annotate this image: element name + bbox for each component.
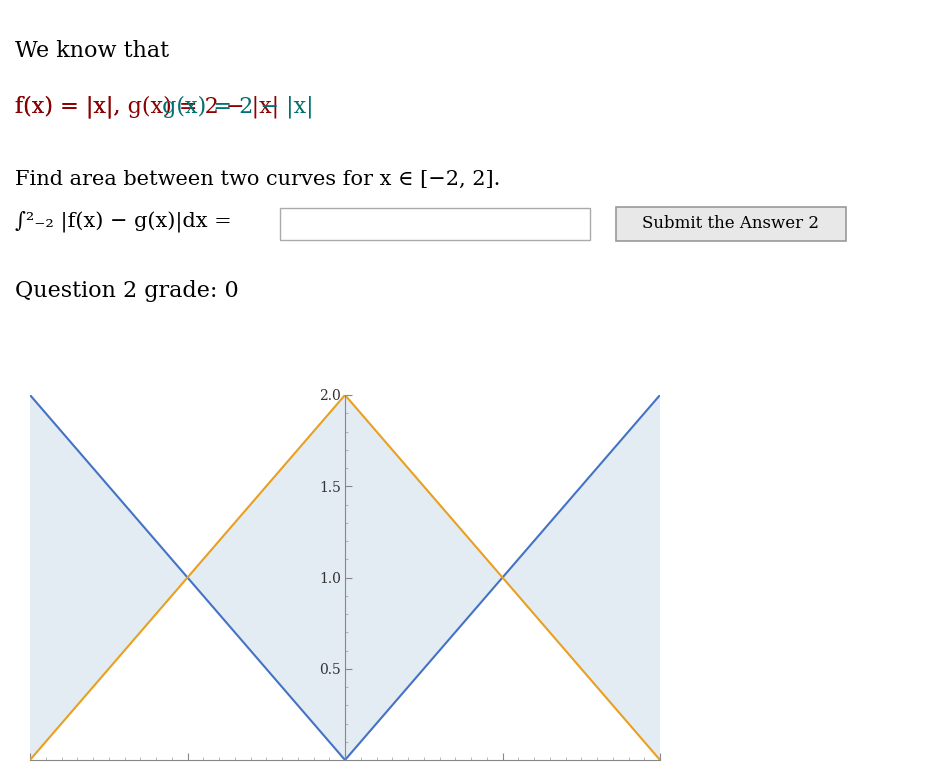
Text: We know that: We know that	[15, 40, 169, 62]
FancyBboxPatch shape	[280, 208, 590, 240]
Text: Question 2 grade: 0: Question 2 grade: 0	[15, 280, 239, 302]
Text: f(x) = |x|, g(x) = 2 − |x|: f(x) = |x|, g(x) = 2 − |x|	[15, 95, 279, 117]
Text: Submit the Answer 2: Submit the Answer 2	[642, 216, 820, 232]
Text: f(x) = |x|,: f(x) = |x|,	[15, 95, 121, 117]
Text: ∫²₋₂ |f(x) − g(x)|dx =: ∫²₋₂ |f(x) − g(x)|dx =	[15, 210, 232, 232]
Text: g(x) = 2 − |x|: g(x) = 2 − |x|	[155, 95, 314, 117]
Text: Find area between two curves for x ∈ [−2, 2].: Find area between two curves for x ∈ [−2…	[15, 170, 501, 189]
FancyBboxPatch shape	[616, 207, 846, 241]
